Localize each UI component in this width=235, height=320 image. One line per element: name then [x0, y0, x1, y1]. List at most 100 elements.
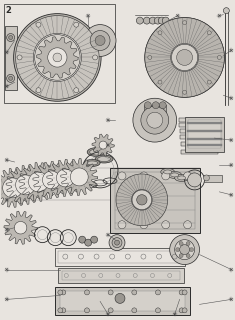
Circle shape — [204, 175, 209, 181]
Polygon shape — [4, 211, 37, 244]
Circle shape — [132, 189, 152, 210]
Circle shape — [116, 174, 168, 226]
Bar — [58, 268, 184, 284]
Circle shape — [28, 172, 48, 192]
Ellipse shape — [84, 159, 100, 166]
Circle shape — [207, 80, 211, 84]
Ellipse shape — [175, 174, 188, 181]
Circle shape — [137, 195, 147, 205]
Circle shape — [188, 173, 201, 187]
Circle shape — [112, 238, 122, 248]
Circle shape — [158, 31, 162, 35]
Circle shape — [133, 98, 177, 142]
Polygon shape — [92, 134, 114, 156]
Circle shape — [85, 239, 92, 246]
Circle shape — [184, 172, 192, 180]
Circle shape — [140, 172, 148, 180]
Circle shape — [36, 88, 41, 93]
Circle shape — [118, 172, 126, 180]
Circle shape — [93, 55, 98, 60]
Circle shape — [186, 242, 190, 245]
Bar — [179, 118, 220, 122]
Circle shape — [70, 168, 88, 186]
Circle shape — [9, 36, 13, 40]
Circle shape — [61, 308, 66, 313]
Bar — [179, 123, 220, 127]
Polygon shape — [0, 168, 32, 207]
Circle shape — [7, 34, 15, 42]
Circle shape — [156, 308, 161, 313]
Bar — [55, 248, 185, 266]
Circle shape — [141, 106, 169, 134]
Circle shape — [145, 18, 224, 97]
Circle shape — [49, 49, 66, 66]
Circle shape — [154, 17, 161, 24]
Circle shape — [170, 235, 200, 265]
Bar — [188, 120, 221, 148]
Circle shape — [84, 25, 116, 56]
Circle shape — [176, 248, 180, 252]
Ellipse shape — [90, 149, 105, 155]
Circle shape — [175, 240, 195, 260]
Circle shape — [9, 76, 13, 80]
Circle shape — [177, 50, 192, 65]
Circle shape — [182, 308, 187, 313]
Bar — [58, 251, 182, 262]
Circle shape — [152, 102, 159, 109]
Ellipse shape — [178, 176, 186, 180]
Circle shape — [148, 55, 152, 60]
Bar — [181, 150, 218, 154]
Circle shape — [58, 308, 63, 313]
Circle shape — [144, 102, 151, 109]
Circle shape — [149, 17, 156, 24]
Circle shape — [74, 22, 79, 27]
Bar — [110, 168, 200, 233]
Polygon shape — [19, 163, 58, 201]
Bar — [115, 172, 195, 229]
Bar — [159, 105, 166, 119]
Circle shape — [114, 240, 119, 245]
Circle shape — [118, 221, 126, 229]
Circle shape — [145, 18, 224, 97]
Circle shape — [132, 290, 137, 295]
Circle shape — [48, 48, 67, 67]
Circle shape — [91, 236, 98, 243]
Circle shape — [136, 17, 143, 24]
Bar — [60, 292, 185, 311]
Bar — [62, 270, 180, 280]
Ellipse shape — [87, 148, 107, 156]
Circle shape — [16, 175, 35, 195]
Circle shape — [36, 22, 41, 27]
Ellipse shape — [87, 161, 98, 165]
Bar — [185, 117, 224, 152]
Circle shape — [223, 8, 229, 14]
Circle shape — [14, 221, 27, 234]
Circle shape — [35, 35, 80, 80]
Circle shape — [182, 290, 187, 295]
Bar — [144, 105, 151, 119]
Circle shape — [143, 17, 150, 24]
Circle shape — [85, 290, 90, 295]
Circle shape — [53, 53, 62, 62]
Polygon shape — [61, 158, 98, 196]
Circle shape — [162, 221, 170, 229]
Bar — [181, 142, 218, 146]
Ellipse shape — [161, 168, 175, 175]
Circle shape — [180, 244, 190, 255]
Circle shape — [90, 31, 110, 51]
Ellipse shape — [95, 155, 113, 163]
Circle shape — [16, 16, 99, 99]
Text: 2: 2 — [6, 6, 12, 15]
Circle shape — [132, 190, 152, 210]
Circle shape — [171, 44, 199, 71]
Circle shape — [7, 74, 15, 82]
Bar — [5, 26, 17, 90]
Circle shape — [56, 169, 74, 187]
Bar — [187, 138, 222, 140]
Polygon shape — [36, 37, 78, 78]
Circle shape — [132, 308, 137, 313]
Bar — [4, 4, 115, 103]
Polygon shape — [33, 161, 70, 198]
Circle shape — [58, 290, 63, 295]
Polygon shape — [47, 159, 84, 196]
